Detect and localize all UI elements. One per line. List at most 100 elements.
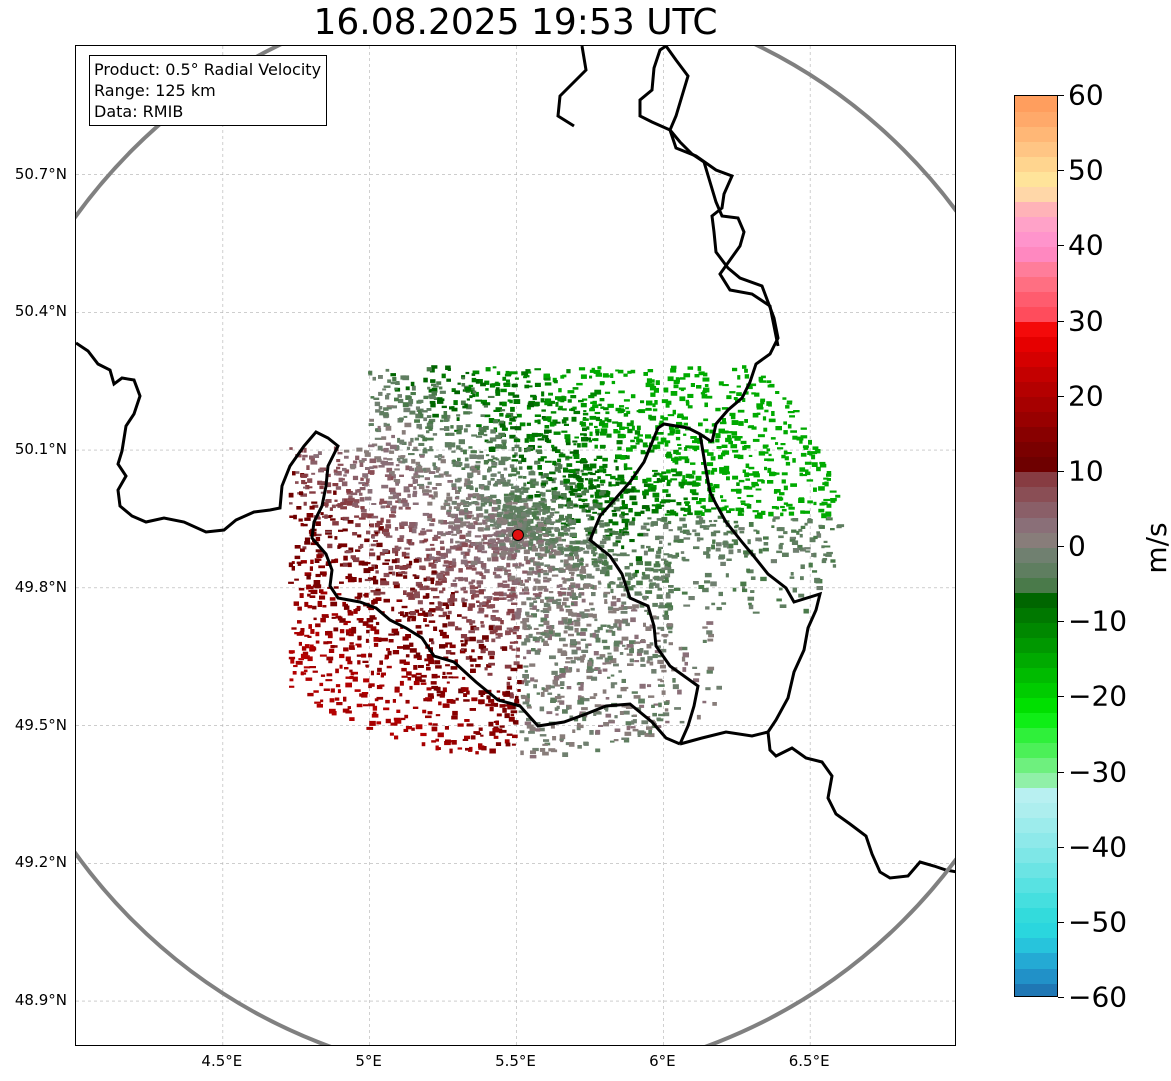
velocity-echo-cell bbox=[584, 478, 589, 481]
velocity-echo-cell bbox=[751, 481, 758, 486]
velocity-echo-cell bbox=[378, 637, 382, 642]
velocity-echo-cell bbox=[535, 728, 541, 732]
velocity-echo-cell bbox=[397, 499, 402, 504]
velocity-echo-cell bbox=[492, 419, 498, 424]
velocity-echo-cell bbox=[825, 511, 832, 517]
velocity-echo-cell bbox=[784, 456, 789, 461]
velocity-echo-cell bbox=[673, 384, 679, 389]
velocity-echo-cell bbox=[411, 524, 418, 529]
velocity-echo-cell bbox=[565, 485, 569, 491]
velocity-echo-cell bbox=[776, 527, 783, 532]
velocity-echo-cell bbox=[657, 678, 663, 681]
velocity-echo-cell bbox=[631, 720, 635, 725]
velocity-echo-cell bbox=[573, 551, 579, 557]
velocity-echo-cell bbox=[599, 431, 607, 436]
velocity-echo-cell bbox=[657, 725, 662, 728]
velocity-echo-cell bbox=[492, 728, 500, 733]
velocity-echo-cell bbox=[554, 684, 561, 687]
velocity-echo-cell bbox=[723, 471, 730, 475]
colorbar-segment bbox=[1015, 381, 1057, 398]
colorbar-unit: m/s bbox=[1140, 522, 1171, 574]
velocity-echo-cell bbox=[783, 531, 788, 535]
velocity-echo-cell bbox=[484, 667, 488, 671]
velocity-echo-cell bbox=[492, 571, 497, 575]
velocity-echo-cell bbox=[518, 510, 524, 513]
velocity-echo-cell bbox=[451, 388, 456, 392]
velocity-echo-cell bbox=[627, 428, 633, 434]
velocity-echo-cell bbox=[477, 584, 482, 588]
velocity-echo-cell bbox=[807, 500, 813, 504]
velocity-echo-cell bbox=[526, 680, 531, 683]
velocity-echo-cell bbox=[652, 492, 660, 498]
velocity-echo-cell bbox=[612, 521, 619, 526]
velocity-echo-cell bbox=[619, 434, 626, 438]
velocity-echo-cell bbox=[438, 578, 442, 581]
velocity-echo-cell bbox=[344, 455, 349, 459]
velocity-echo-cell bbox=[322, 572, 327, 577]
velocity-echo-cell bbox=[391, 628, 399, 633]
velocity-echo-cell bbox=[376, 428, 382, 433]
velocity-echo-cell bbox=[516, 413, 522, 418]
velocity-echo-cell bbox=[705, 525, 710, 528]
velocity-echo-cell bbox=[692, 529, 697, 533]
velocity-echo-cell bbox=[561, 577, 565, 580]
velocity-echo-cell bbox=[543, 579, 550, 583]
velocity-echo-cell bbox=[656, 518, 662, 521]
velocity-echo-cell bbox=[303, 523, 308, 527]
velocity-echo-cell bbox=[592, 632, 596, 638]
velocity-echo-cell bbox=[481, 550, 488, 554]
velocity-echo-cell bbox=[476, 455, 481, 460]
velocity-echo-cell bbox=[406, 671, 412, 676]
velocity-echo-cell bbox=[759, 380, 767, 383]
velocity-echo-cell bbox=[541, 480, 549, 485]
velocity-echo-cell bbox=[706, 630, 713, 635]
velocity-echo-cell bbox=[483, 501, 488, 505]
velocity-echo-cell bbox=[328, 514, 333, 518]
velocity-echo-cell bbox=[459, 649, 466, 654]
velocity-echo-cell bbox=[422, 610, 426, 613]
velocity-echo-cell bbox=[763, 542, 769, 546]
velocity-echo-cell bbox=[733, 397, 738, 400]
velocity-echo-cell bbox=[390, 476, 394, 481]
velocity-echo-cell bbox=[500, 388, 507, 393]
velocity-echo-cell bbox=[660, 415, 665, 419]
velocity-echo-cell bbox=[336, 702, 343, 706]
velocity-echo-cell bbox=[400, 717, 406, 721]
colorbar-tick-label: 60 bbox=[1068, 78, 1104, 112]
velocity-echo-cell bbox=[394, 686, 400, 689]
velocity-echo-cell bbox=[797, 544, 803, 550]
velocity-echo-cell bbox=[702, 377, 710, 382]
velocity-echo-cell bbox=[301, 646, 307, 651]
velocity-echo-cell bbox=[308, 678, 312, 681]
radar-site-marker[interactable] bbox=[511, 529, 524, 542]
velocity-echo-cell bbox=[534, 593, 542, 598]
velocity-echo-cell bbox=[757, 512, 762, 516]
velocity-echo-cell bbox=[431, 726, 438, 732]
velocity-echo-cell bbox=[668, 589, 674, 594]
velocity-echo-cell bbox=[653, 563, 661, 568]
velocity-echo-cell bbox=[475, 522, 483, 526]
velocity-echo-cell bbox=[437, 457, 442, 461]
velocity-echo-cell bbox=[422, 449, 428, 454]
velocity-echo-cell bbox=[655, 554, 661, 559]
velocity-echo-cell bbox=[710, 470, 715, 475]
velocity-echo-cell bbox=[544, 564, 551, 567]
velocity-echo-cell bbox=[296, 633, 303, 636]
velocity-echo-cell bbox=[522, 701, 530, 705]
velocity-echo-cell bbox=[547, 566, 554, 569]
velocity-echo-cell bbox=[356, 618, 364, 621]
velocity-echo-cell bbox=[411, 674, 415, 678]
velocity-echo-cell bbox=[374, 401, 381, 407]
radar-map[interactable] bbox=[75, 45, 956, 1046]
velocity-echo-cell bbox=[592, 585, 597, 590]
velocity-echo-cell bbox=[417, 434, 424, 438]
velocity-echo-cell bbox=[586, 467, 593, 471]
velocity-echo-cell bbox=[643, 483, 651, 487]
colorbar-segment bbox=[1015, 937, 1057, 954]
velocity-echo-cell bbox=[399, 693, 403, 697]
velocity-echo-cell bbox=[734, 436, 741, 441]
velocity-echo-cell bbox=[449, 598, 455, 603]
velocity-echo-cell bbox=[580, 655, 585, 660]
velocity-echo-cell bbox=[383, 598, 390, 603]
velocity-echo-cell bbox=[315, 533, 322, 537]
